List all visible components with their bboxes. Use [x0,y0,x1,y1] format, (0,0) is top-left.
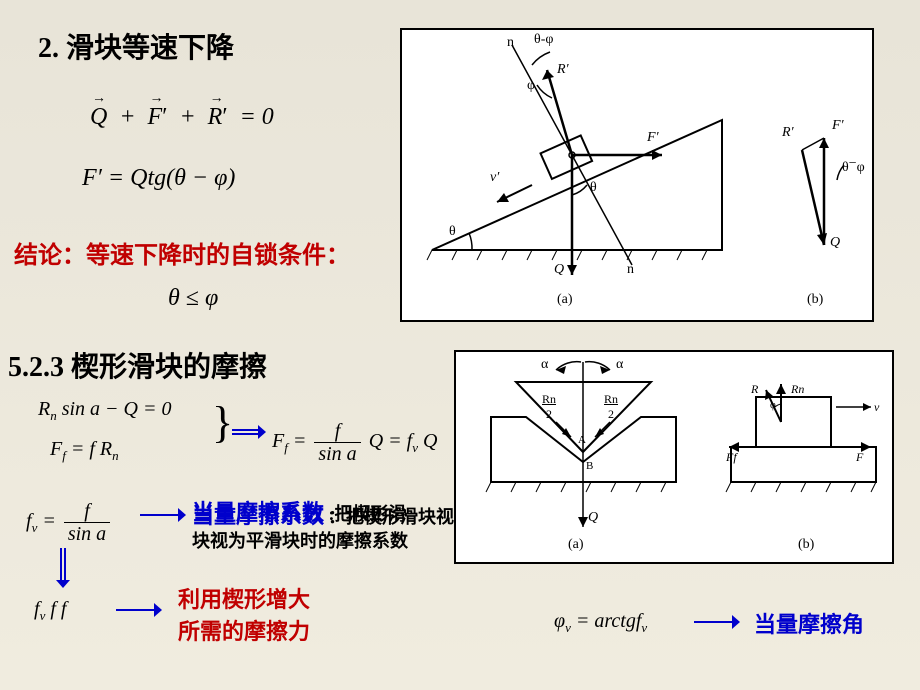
fig1-theta2: θ [449,224,456,240]
fig1-n-top: n [507,35,514,51]
term-friction-angle: 当量摩擦角 [754,607,864,639]
fig2-phi: φ [770,400,776,411]
fig2-b-label: (b) [798,537,814,553]
fig1-b-label: (b) [807,292,823,308]
term-friction-block: 当量摩擦系数 :把楔形滑 块视为平滑块时的摩擦系数 [192,495,442,553]
fig1-b-Q: Q [830,235,840,251]
fig1-theta-phi: θ-φ [534,32,553,48]
fig2-B: B [586,460,593,472]
fig2-R: R [751,382,758,397]
self-lock-condition: θ ≤ φ [168,285,218,312]
equation-fv: fv = fsin a [26,500,113,545]
section1-heading: 2. 滑块等速下降 [38,26,234,66]
fig1-R: R′ [557,62,569,78]
arrow-right-3 [116,603,162,617]
fig1-F: F′ [647,130,659,146]
fig2-Ff: Ff [726,450,737,465]
arrow-right-2 [140,508,186,522]
figure1-svg [402,30,872,320]
fig2-Rn: Rn [791,382,804,397]
equation-vector-sum: →Q + →F′ + →R′ = 0 [90,104,274,131]
fig2-rn2-r: Rn2 [604,392,618,422]
fig1-Q: Q [554,262,564,278]
fig1-theta1: θ [590,180,597,196]
fig2-Q: Q [588,510,598,526]
fig2-v: v [874,400,879,415]
fig1-b-F: F′ [832,118,844,134]
fig2-rn2-l: Rn2 [542,392,556,422]
conclusion-label: 结论：等速下降时的自锁条件： [14,235,350,270]
fig1-b-theta-phi: θ−φ [842,160,865,176]
equation-rn-sina: Rn sin a − Q = 0 [38,398,172,424]
fig2-alpha1: α [541,357,548,373]
fig1-a-label: (a) [557,292,573,308]
term-wedge-increase: 利用楔形增大 所需的摩擦力 [178,582,310,646]
fig2-a-label: (a) [568,537,584,553]
arrow-right-4 [694,615,740,629]
figure2-box: α α Rn2 Rn2 A B Q (a) (b) R φ Rn Ff F v [454,350,894,564]
figure2-svg [456,352,892,562]
equation-fv-gt-f: fv f f [34,598,66,624]
equation-ff-frn: Ff = f Rn [50,438,119,464]
fig1-b-R: R′ [782,125,794,141]
equation-ff-expanded: Ff = fsin a Q = fv Q [272,420,437,465]
fig2-alpha2: α [616,357,623,373]
fig2-A: A [578,434,586,446]
fig1-n-bot: n [627,262,634,278]
fig2-F: F [856,450,863,465]
figure1-box: n θ-φ R′ φ v′ F′ θ θ Q n (a) (b) R′ F′ θ… [400,28,874,322]
equation-phi-v: φv = arctgfv [554,610,647,636]
section2-heading: 5.2.3 楔形滑块的摩擦 [8,345,267,385]
arrow-down-1 [56,548,70,588]
fig1-phi: φ [527,78,535,94]
equation-f-prime: F′ = Qtg(θ − φ) [82,165,235,192]
arrow-right-1 [232,425,266,439]
fig1-v: v′ [490,170,499,186]
brace-symbol: } [212,397,233,448]
